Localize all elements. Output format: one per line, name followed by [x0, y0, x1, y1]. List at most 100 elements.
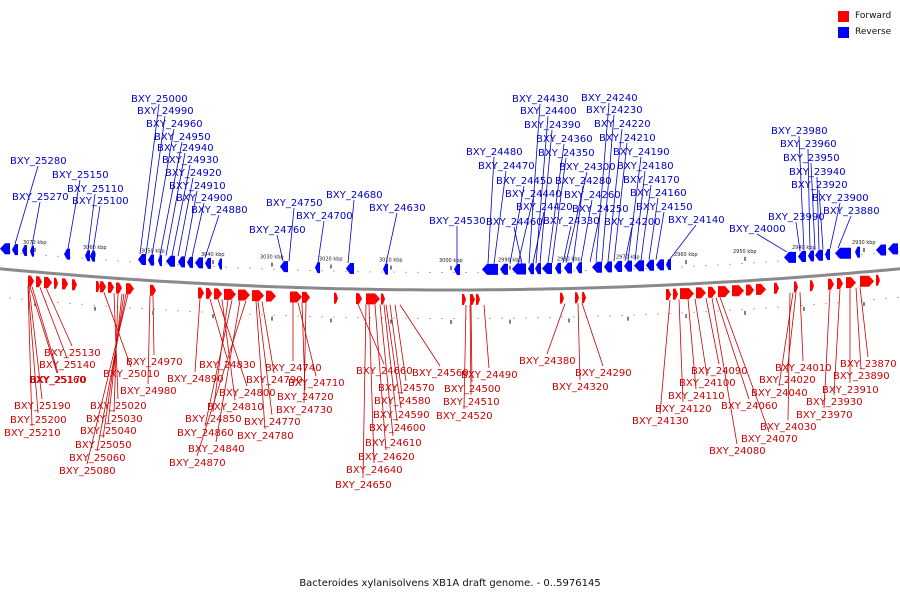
reverse-gene-arrow — [85, 250, 90, 262]
gene-label: BXY_24770 — [244, 417, 301, 428]
reverse-gene-arrow — [825, 249, 830, 261]
reverse-gene-arrow — [158, 255, 162, 267]
forward-gene-arrow — [575, 292, 579, 304]
leader-line — [276, 234, 284, 262]
reverse-gene-arrow — [0, 243, 10, 255]
scale-tick-label: 3020 kbp — [319, 257, 343, 263]
leader-line — [580, 199, 593, 263]
leader-line — [394, 304, 407, 382]
forward-gene-arrow — [470, 293, 475, 305]
gene-label: BXY_24990 — [137, 106, 194, 117]
gene-label: BXY_23900 — [812, 193, 869, 204]
forward-gene-arrow — [476, 293, 480, 305]
gene-label: BXY_23920 — [791, 180, 848, 191]
reverse-gene-arrow — [64, 248, 70, 260]
reverse-gene-arrow — [500, 263, 508, 275]
forward-gene-arrow — [837, 278, 843, 290]
gene-label: BXY_24430 — [512, 94, 569, 105]
reverse-gene-arrow — [646, 259, 654, 271]
gene-label: BXY_25020 — [90, 401, 147, 412]
leader-line — [261, 301, 275, 374]
leader-line — [107, 293, 123, 425]
leader-line — [483, 304, 490, 369]
gene-label: BXY_24400 — [520, 106, 577, 117]
leader-line — [509, 185, 525, 264]
leader-line — [86, 294, 129, 465]
leader-line — [795, 221, 801, 252]
leader-line — [613, 142, 628, 262]
gene-label: BXY_25150 — [52, 170, 109, 181]
gene-label: BXY_24290 — [575, 368, 632, 379]
gene-label: BXY_24750 — [266, 198, 323, 209]
forward-gene-arrow — [108, 281, 114, 293]
leader-line — [551, 157, 567, 263]
leader-line — [27, 286, 33, 427]
leader-line — [528, 103, 541, 264]
leader-line — [659, 299, 671, 415]
gene-label: BXY_24480 — [466, 147, 523, 158]
gene-label: BXY_24600 — [369, 423, 426, 434]
leader-line — [368, 304, 375, 464]
gene-label: BXY_24810 — [207, 402, 264, 413]
reverse-gene-arrow — [454, 263, 460, 275]
scale-tick-label: 2990 kbp — [498, 258, 522, 264]
forward-gene-arrow — [708, 286, 716, 298]
leader-line — [67, 179, 81, 249]
leader-line — [145, 115, 166, 255]
gene-label: BXY_23990 — [768, 212, 825, 223]
leader-line — [159, 141, 183, 256]
gene-label: BXY_24630 — [369, 203, 426, 214]
gene-label: BXY_24280 — [555, 176, 612, 187]
reverse-leader-lines — [14, 102, 852, 264]
gene-label: BXY_24030 — [760, 422, 817, 433]
gene-label: BXY_24970 — [126, 357, 183, 368]
forward-gene-arrow — [732, 285, 744, 297]
reverse-swatch — [838, 26, 849, 38]
gene-label: BXY_24450 — [496, 176, 553, 187]
gene-label: BXY_24350 — [538, 148, 595, 159]
reverse-gene-arrow — [528, 263, 534, 275]
forward-gene-arrow — [334, 292, 338, 304]
leader-line — [31, 286, 59, 374]
leader-line — [204, 214, 220, 258]
leader-line — [204, 299, 233, 427]
forward-gene-arrow — [680, 288, 694, 300]
leader-line — [383, 304, 398, 422]
leader-line — [581, 303, 604, 367]
gene-label: BXY_24020 — [759, 375, 816, 386]
forward-gene-arrow — [116, 282, 122, 294]
reverse-gene-arrow — [315, 262, 320, 274]
scale-tick-label: 2930 kbp — [852, 240, 876, 246]
leader-line — [362, 304, 367, 479]
gene-label: BXY_25170 — [30, 375, 87, 386]
gene-label: BXY_24980 — [120, 386, 177, 397]
gene-label: BXY_24830 — [199, 360, 256, 371]
reverse-gene-arrow — [624, 260, 632, 272]
genome-backbone — [0, 267, 900, 292]
forward-gene-arrow — [846, 277, 856, 289]
leader-line — [607, 128, 623, 262]
reverse-gene-arrow — [835, 247, 851, 259]
gene-label: BXY_25160 — [29, 375, 86, 386]
gene-label: BXY_24740 — [265, 363, 322, 374]
gene-label: BXY_24720 — [277, 392, 334, 403]
reverse-gene-arrow — [634, 260, 644, 272]
reverse-gene-arrow — [205, 257, 211, 269]
leader-line — [194, 298, 201, 373]
leader-line — [535, 115, 549, 264]
gene-label: BXY_24860 — [177, 428, 234, 439]
leader-line — [539, 129, 553, 264]
gene-label: BXY_24940 — [157, 143, 214, 154]
forward-gene-arrow — [860, 275, 874, 287]
gene-label: BXY_24220 — [594, 119, 651, 130]
gene-label: BXY_25210 — [4, 428, 61, 439]
gene-label: BXY_23890 — [833, 371, 890, 382]
leader-line — [171, 164, 191, 256]
leader-line — [829, 202, 841, 249]
leader-line — [546, 303, 566, 355]
leader-line — [184, 190, 198, 257]
reverse-gene-arrow — [656, 259, 664, 271]
leader-line — [694, 298, 708, 377]
gene-label: BXY_24660 — [356, 366, 413, 377]
